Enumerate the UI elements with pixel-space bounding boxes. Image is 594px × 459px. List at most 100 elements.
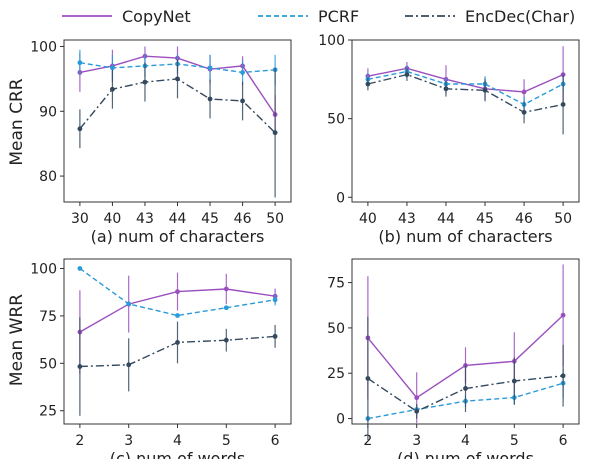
- data-point: [223, 305, 229, 311]
- data-point: [482, 87, 488, 93]
- data-point: [223, 286, 229, 292]
- x-tick-label: 50: [266, 211, 284, 227]
- series-2: [365, 68, 566, 135]
- x-tick-label: 2: [75, 433, 84, 449]
- series-2: [365, 316, 566, 441]
- x-tick-label: 45: [476, 211, 494, 227]
- x-tick-label: 6: [559, 433, 568, 449]
- x-tick-label: 4: [461, 433, 470, 449]
- series-line: [367, 67, 564, 93]
- x-tick-label: 46: [515, 211, 533, 227]
- data-point: [77, 364, 83, 369]
- data-point: [511, 378, 517, 384]
- legend-label-1: PCRF: [318, 7, 359, 26]
- x-tick-label: 3: [124, 433, 133, 449]
- data-point: [365, 376, 371, 381]
- data-point: [414, 395, 420, 401]
- data-point: [272, 130, 278, 136]
- y-tick-label: 90: [39, 104, 57, 120]
- series-2: [77, 59, 278, 198]
- x-tick-label: 44: [169, 211, 187, 227]
- data-point: [560, 373, 566, 379]
- data-point: [560, 312, 566, 318]
- x-tick-label: 4: [173, 433, 182, 449]
- series-line: [367, 73, 564, 114]
- data-point: [560, 102, 566, 107]
- data-point: [223, 337, 229, 343]
- x-axis-label: (b) num of characters: [378, 227, 552, 246]
- x-tick-label: 40: [104, 211, 122, 227]
- y-tick-label: 0: [336, 412, 345, 428]
- series-line: [79, 267, 276, 317]
- panel-0: 80 90 100 30 40 43 44 45 46 50(a) num of characte…: [7, 39, 292, 246]
- series-line: [367, 70, 564, 106]
- series-2: [77, 317, 278, 416]
- y-tick-label: 50: [39, 356, 57, 372]
- data-point: [142, 79, 148, 85]
- y-tick-label: 0: [336, 190, 345, 206]
- data-point: [77, 266, 83, 271]
- legend: CopyNet PCRF EncDec(Char): [62, 7, 575, 26]
- data-point: [240, 70, 245, 75]
- x-tick-label: 45: [201, 211, 219, 227]
- data-point: [414, 408, 420, 414]
- data-point: [110, 65, 115, 71]
- x-tick-label: 40: [359, 211, 377, 227]
- x-tick-label: 50: [554, 211, 572, 227]
- x-tick-label: 43: [136, 211, 154, 227]
- x-tick-label: 2: [363, 433, 372, 449]
- y-tick-label: 100: [30, 261, 57, 277]
- legend-label-0: CopyNet: [122, 7, 191, 26]
- y-tick-label: 100: [318, 33, 345, 49]
- data-point: [272, 297, 278, 303]
- x-tick-label: 5: [510, 433, 519, 449]
- data-point: [175, 313, 180, 318]
- x-tick-label: 46: [234, 211, 252, 227]
- x-tick-label: 6: [271, 433, 280, 449]
- data-point: [77, 60, 83, 66]
- data-point: [126, 362, 132, 368]
- data-point: [521, 109, 527, 115]
- y-tick-label: 25: [39, 404, 57, 420]
- x-tick-label: 30: [71, 211, 89, 227]
- data-point: [110, 86, 115, 92]
- data-point: [463, 386, 468, 391]
- y-tick-label: 75: [39, 309, 57, 325]
- panel-2: 25 50 75 100 2 3 4 5 6 (c) num of words Mean WRR: [7, 258, 292, 459]
- panel-frame: [351, 39, 580, 203]
- x-axis-label: (c) num of words: [110, 449, 246, 459]
- data-point: [175, 340, 180, 345]
- x-tick-label: 43: [398, 211, 416, 227]
- y-tick-label: 50: [327, 321, 345, 337]
- y-tick-label: 100: [30, 39, 57, 55]
- x-tick-label: 3: [412, 433, 421, 449]
- data-point: [175, 289, 180, 295]
- data-point: [126, 301, 132, 307]
- data-point: [365, 81, 371, 87]
- panel-3: 0 25 50 75 2 3 4 5 6 (d) num of words: [327, 258, 580, 459]
- x-axis-label: (a) num of characters: [91, 227, 265, 246]
- y-tick-label: 25: [327, 366, 345, 382]
- y-tick-label: 75: [327, 276, 345, 292]
- y-tick-label: 50: [327, 112, 345, 128]
- series-0: [365, 46, 566, 105]
- data-point: [207, 65, 213, 71]
- x-tick-label: 44: [437, 211, 455, 227]
- data-point: [77, 126, 83, 132]
- series-1: [77, 266, 278, 318]
- data-point: [521, 89, 527, 95]
- data-point: [443, 86, 449, 92]
- x-axis-label: (d) num of words: [397, 449, 534, 459]
- series-1: [365, 65, 566, 113]
- data-point: [240, 98, 245, 104]
- data-point: [272, 333, 278, 339]
- data-point: [404, 72, 410, 78]
- y-tick-label: 80: [39, 169, 57, 185]
- data-point: [207, 96, 213, 102]
- legend-label-2: EncDec(Char): [465, 7, 575, 26]
- data-point: [175, 76, 180, 82]
- x-tick-label: 5: [222, 433, 231, 449]
